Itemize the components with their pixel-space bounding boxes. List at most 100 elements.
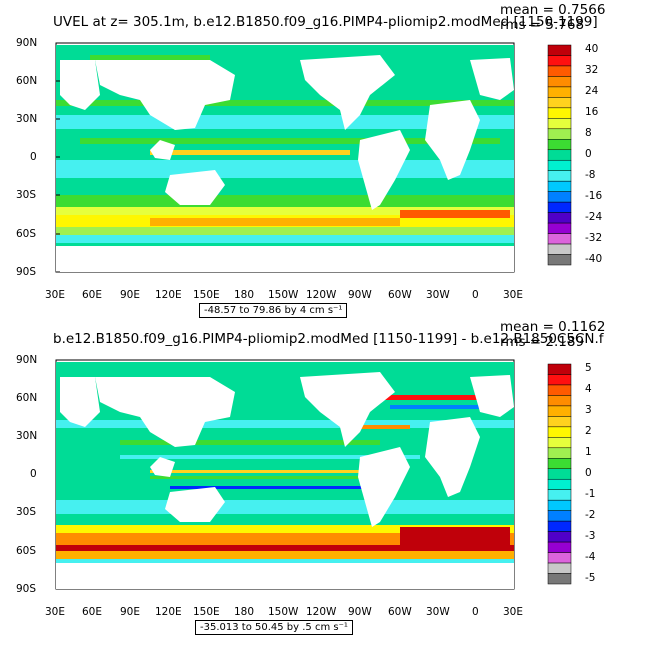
- panel1-mean: mean = 0.7566: [500, 2, 606, 18]
- panel2-lon-label: 0: [472, 606, 479, 618]
- panel2-mean: mean = 0.1162: [500, 319, 606, 335]
- panel1-lon-label: 150E: [193, 289, 220, 301]
- colorbar-tick-label: 2: [585, 424, 592, 437]
- colorbar-tick-label: 40: [585, 43, 599, 55]
- colorbar-swatch: [547, 499, 572, 511]
- panel2-lat-label: 0: [30, 468, 37, 480]
- colorbar-swatch: [547, 468, 572, 480]
- panel2-lon-label: 60E: [82, 606, 102, 618]
- panel2-title: b.e12.B1850.f09_g16.PIMP4-pliomip2.modMe…: [53, 331, 604, 347]
- panel1-lat-label: 90N: [16, 37, 38, 49]
- panel1-lon-label: 180: [234, 289, 255, 301]
- panel2-lon-label: 180: [234, 606, 255, 618]
- colorbar-tick-label: -24: [585, 210, 603, 223]
- colorbar-swatch: [547, 107, 572, 119]
- colorbar-swatch: [547, 562, 572, 574]
- colorbar-swatch: [547, 374, 572, 386]
- colorbar-swatch: [547, 149, 572, 161]
- colorbar-swatch: [547, 437, 572, 449]
- panel1-lat-label: 90S: [16, 266, 37, 278]
- panel2-lat-label: 60N: [16, 392, 38, 404]
- panel2-lat-label: 90S: [16, 583, 37, 595]
- colorbar-swatch: [547, 363, 572, 375]
- colorbar-swatch: [547, 520, 572, 532]
- colorbar-swatch: [547, 76, 572, 88]
- colorbar-tick-label: 8: [585, 126, 592, 139]
- colorbar-swatch: [547, 159, 572, 171]
- panel1-lat-label: 60S: [16, 228, 37, 240]
- colorbar-swatch: [547, 55, 572, 67]
- colorbar-swatch: [547, 44, 572, 56]
- panel2-lon-label: 30W: [426, 606, 450, 618]
- colorbar-swatch: [547, 180, 572, 192]
- panel2-lon-label: 150W: [268, 606, 299, 618]
- colorbar-tick-label: -32: [585, 231, 603, 244]
- colorbar-tick-label: 32: [585, 63, 599, 76]
- colorbar-swatch: [547, 222, 572, 234]
- colorbar-tick-label: 1: [585, 445, 592, 458]
- panel1-lon-label: 30E: [45, 289, 65, 301]
- panel2-map: [55, 359, 515, 590]
- panel2-lon-label: 90W: [348, 606, 372, 618]
- colorbar-swatch: [547, 489, 572, 501]
- panel2-lon-label: 30E: [503, 606, 523, 618]
- colorbar-tick-label: -1: [585, 487, 596, 500]
- colorbar-swatch: [547, 118, 572, 130]
- panel1-range-label: -48.57 to 79.86 by 4 cm s⁻¹: [199, 303, 348, 318]
- colorbar-swatch: [547, 405, 572, 417]
- panel1-lat-label: 0: [30, 151, 37, 163]
- panel2-lon-label: 120W: [306, 606, 337, 618]
- colorbar-swatch: [547, 458, 572, 470]
- panel1-lon-label: 120E: [155, 289, 182, 301]
- colorbar-tick-label: 16: [585, 105, 599, 118]
- colorbar-swatch: [547, 447, 572, 459]
- colorbar-tick-label: -3: [585, 529, 596, 542]
- panel1-title: UVEL at z= 305.1m, b.e12.B1850.f09_g16.P…: [53, 14, 598, 30]
- panel1-lat-label: 60N: [16, 75, 38, 87]
- panel1-lon-label: 30W: [426, 289, 450, 301]
- colorbar-tick-label: 5: [585, 362, 592, 374]
- panel1-rms: rms = 5.768: [500, 17, 585, 33]
- panel2-lat-label: 30S: [16, 506, 37, 518]
- colorbar-swatch: [547, 541, 572, 553]
- panel1-lon-label: 90W: [348, 289, 372, 301]
- colorbar-tick-label: 4: [585, 382, 592, 395]
- panel1-lon-label: 30E: [503, 289, 523, 301]
- panel1-lat-label: 30S: [16, 189, 37, 201]
- panel2-lon-label: 30E: [45, 606, 65, 618]
- colorbar-swatch: [547, 478, 572, 490]
- panel2-lon-label: 120E: [155, 606, 182, 618]
- colorbar-tick-label: 24: [585, 84, 599, 97]
- colorbar-tick-label: 3: [585, 403, 592, 416]
- colorbar-tick-label: -5: [585, 571, 596, 584]
- colorbar-tick-label: -2: [585, 508, 596, 521]
- panel2-lat-label: 90N: [16, 354, 38, 366]
- colorbar-swatch: [547, 384, 572, 396]
- colorbar-tick-label: -4: [585, 550, 596, 563]
- colorbar-tick-label: -16: [585, 189, 603, 202]
- panel1-colorbar: [547, 44, 572, 266]
- colorbar-swatch: [547, 254, 572, 266]
- panel1-lon-label: 0: [472, 289, 479, 301]
- colorbar-swatch: [547, 395, 572, 407]
- colorbar-swatch: [547, 416, 572, 428]
- panel2-lon-label: 60W: [388, 606, 412, 618]
- panel2-lon-label: 90E: [120, 606, 140, 618]
- colorbar-swatch: [547, 86, 572, 98]
- panel1-lon-label: 120W: [306, 289, 337, 301]
- colorbar-swatch: [547, 426, 572, 438]
- colorbar-swatch: [547, 510, 572, 522]
- colorbar-swatch: [547, 531, 572, 543]
- panel1-lon-label: 60W: [388, 289, 412, 301]
- colorbar-swatch: [547, 128, 572, 140]
- panel2-colorbar: [547, 363, 572, 585]
- panel1-lon-label: 60E: [82, 289, 102, 301]
- panel2-lon-label: 150E: [193, 606, 220, 618]
- panel1-map: [55, 42, 515, 273]
- colorbar-tick-label: -40: [585, 252, 603, 265]
- panel2-lat-label: 30N: [16, 430, 38, 442]
- colorbar-swatch: [547, 139, 572, 151]
- colorbar-tick-label: -8: [585, 168, 596, 181]
- panel2-range-label: -35.013 to 50.45 by .5 cm s⁻¹: [195, 620, 353, 635]
